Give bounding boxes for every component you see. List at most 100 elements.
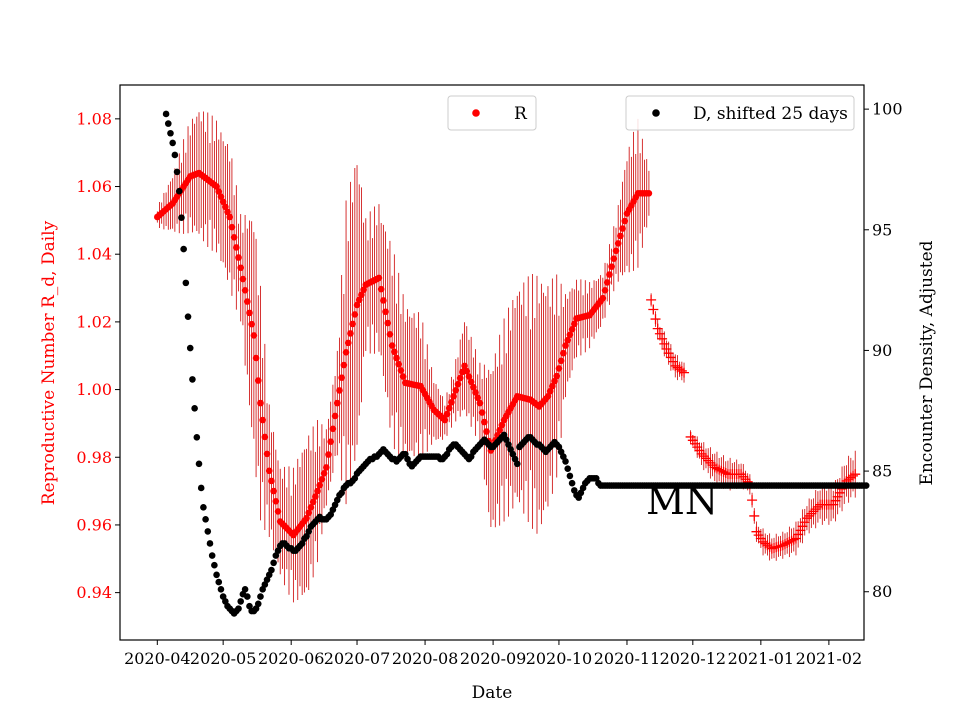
r-point <box>568 326 576 333</box>
r-late-point <box>679 367 690 378</box>
r-point <box>261 433 269 441</box>
left-y-tick-label: 1.02 <box>76 312 112 331</box>
r-point <box>213 183 220 190</box>
d-point <box>167 129 174 137</box>
r-point <box>564 336 572 344</box>
r-late-point <box>771 542 782 553</box>
r-point <box>619 225 626 232</box>
legend-d-label: D, shifted 25 days <box>693 104 848 124</box>
r-point <box>571 320 578 328</box>
r-point <box>347 330 354 337</box>
r-point <box>331 412 339 420</box>
right-y-tick-label: 90 <box>872 341 892 360</box>
r-point <box>498 421 506 429</box>
r-late-point <box>720 468 731 479</box>
d-point <box>164 120 172 127</box>
r-point <box>312 493 319 500</box>
d-point <box>197 484 205 492</box>
r-point <box>555 365 563 372</box>
d-point <box>193 434 201 441</box>
r-point <box>377 285 385 293</box>
d-point <box>562 458 569 465</box>
d-point <box>566 472 574 480</box>
r-late-point <box>657 333 668 344</box>
x-tick-label: 2021-02 <box>796 649 862 668</box>
r-point <box>222 203 229 211</box>
r-point <box>228 223 236 231</box>
r-point <box>323 464 330 471</box>
d-point <box>213 571 220 579</box>
r-point <box>235 254 242 261</box>
r-late-point <box>736 469 747 480</box>
r-point <box>316 481 324 489</box>
r-point <box>544 393 552 400</box>
legend-d-marker <box>652 109 660 117</box>
r-late-point <box>711 463 722 474</box>
x-tick-label: 2020-11 <box>594 649 660 668</box>
x-tick-label: 2020-05 <box>190 649 256 668</box>
d-point <box>206 540 214 547</box>
r-point <box>338 374 345 382</box>
r-point <box>443 410 451 418</box>
r-late-point <box>668 356 679 367</box>
d-point <box>186 344 194 352</box>
d-point <box>162 110 170 118</box>
r-point <box>248 320 255 328</box>
r-point <box>309 498 317 506</box>
r-point <box>496 426 503 434</box>
r-point <box>386 330 394 338</box>
r-point <box>237 264 245 272</box>
d-point <box>243 593 251 600</box>
r-point <box>270 487 277 495</box>
d-point <box>202 516 209 523</box>
r-late-point <box>749 510 760 521</box>
r-point <box>645 189 653 197</box>
d-point <box>270 559 277 567</box>
r-late-point <box>779 539 790 550</box>
r-point <box>243 298 251 305</box>
r-point <box>450 393 457 400</box>
d-point <box>204 528 212 535</box>
r-point <box>483 428 490 435</box>
r-late-point <box>797 521 808 532</box>
r-late-point <box>799 517 810 528</box>
d-point <box>178 214 185 222</box>
r-late-point <box>793 529 804 540</box>
r-point <box>254 377 262 384</box>
d-point <box>568 479 576 487</box>
r-point <box>566 331 574 339</box>
r-point <box>224 208 231 216</box>
r-point <box>441 416 449 424</box>
left-axis-title: Reproductive Number R_d, Daily <box>39 220 59 505</box>
r-late-point <box>786 535 797 546</box>
left-y-tick-label: 1.06 <box>76 177 112 196</box>
r-late-point <box>665 352 676 363</box>
r-point <box>340 361 348 369</box>
r-point <box>474 394 482 402</box>
legend-r-marker <box>472 109 480 117</box>
r-point <box>461 362 468 370</box>
legend-r: R <box>447 95 537 131</box>
r-point <box>549 382 556 390</box>
right-y-tick-label: 80 <box>872 582 892 601</box>
r-point <box>219 198 227 206</box>
legend-r-box <box>447 95 537 131</box>
r-late-point <box>663 348 674 359</box>
r-late-point <box>777 540 788 551</box>
d-point <box>254 600 262 608</box>
x-axis-title: Date <box>472 683 513 703</box>
left-y-tick-label: 1.04 <box>76 245 112 264</box>
r-point <box>562 342 569 349</box>
r-point <box>274 508 282 515</box>
r-point <box>391 348 398 356</box>
r-point <box>257 399 264 407</box>
r-point <box>478 409 486 416</box>
r-late-point <box>812 501 823 512</box>
r-point <box>320 470 328 477</box>
r-late-point <box>676 365 687 376</box>
r-point <box>380 297 387 304</box>
r-point <box>353 301 361 309</box>
r-late-point <box>808 506 819 517</box>
r-point <box>557 357 565 365</box>
